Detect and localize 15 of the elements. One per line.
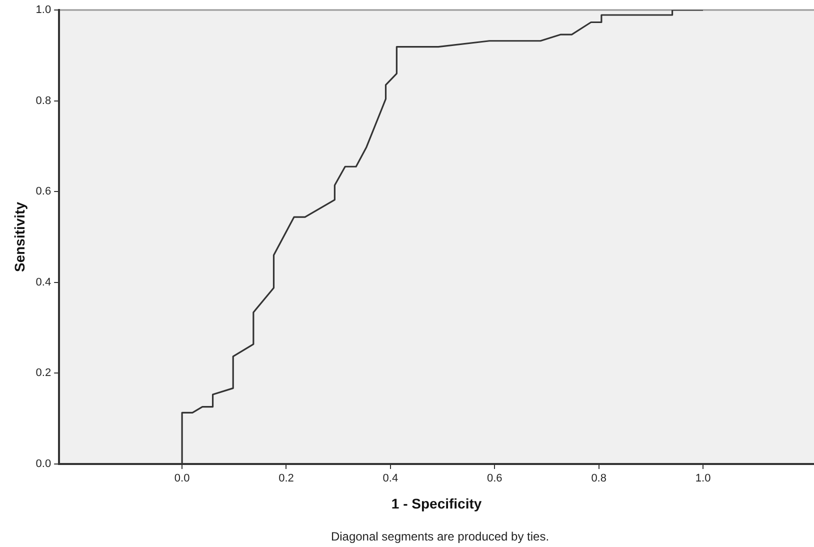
x-tick-label: 1.0 (695, 472, 711, 485)
y-axis-title: Sensitivity (11, 202, 28, 272)
y-tick-label: 0.2 (36, 367, 52, 380)
y-tick-label: 0.0 (36, 458, 52, 470)
y-tick-label: 0.8 (36, 94, 52, 107)
x-tick-label: 0.6 (486, 472, 502, 485)
text: Diagonal segments are produced by ties. (330, 529, 550, 544)
y-tick-label: 0.6 (36, 186, 52, 198)
x-tick-label: 0.0 (174, 472, 190, 485)
x-tick-label: 0.4 (382, 472, 398, 485)
x-tick-label: 0.2 (278, 472, 294, 485)
y-tick-label: 1.0 (36, 4, 52, 16)
x-axis-title: 1 - Specificity (391, 495, 482, 512)
x-tick-label: 0.8 (591, 472, 606, 485)
y-tick-label: 0.4 (36, 276, 52, 288)
